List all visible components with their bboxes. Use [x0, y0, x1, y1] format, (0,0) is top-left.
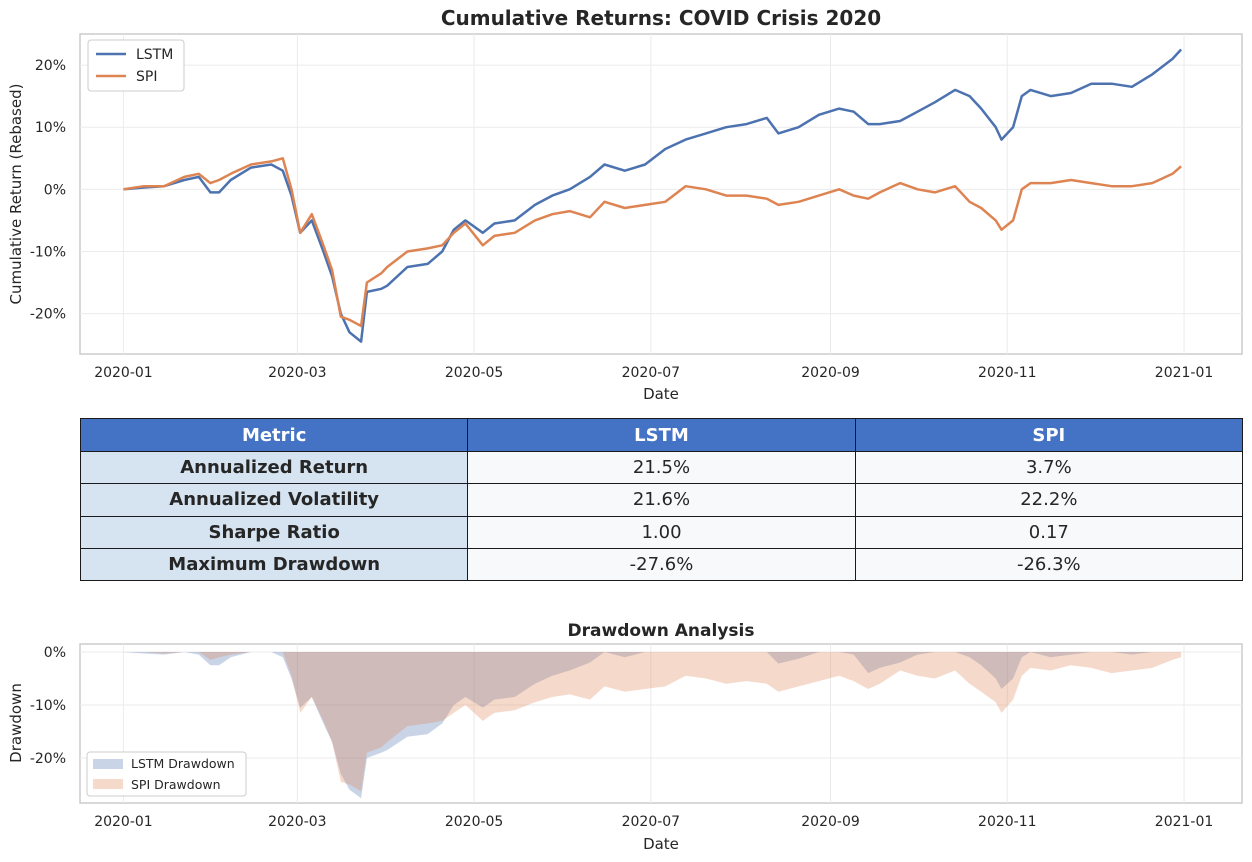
header-lstm: LSTM — [467, 418, 856, 452]
header-spi: SPI — [854, 418, 1244, 452]
table-row: Sharpe Ratio 1.00 0.17 — [79, 515, 1244, 549]
drawdown-areas — [123, 652, 1182, 799]
table-row: Annualized Volatility 21.6% 22.2% — [79, 483, 1244, 517]
drawdown-legend: LSTM Drawdown SPI Drawdown — [86, 751, 247, 797]
y-tick-label: -20% — [30, 751, 66, 767]
x-tick-label: 2021-01 — [1155, 814, 1214, 830]
metrics-table: Metric LSTM SPI Annualized Return 21.5% … — [79, 418, 1244, 582]
x-tick-label: 2021-01 — [1155, 365, 1214, 381]
legend: LSTM SPI — [87, 39, 185, 92]
plot-area — [79, 33, 1243, 355]
metric-name: Sharpe Ratio — [79, 515, 469, 549]
x-axis-ticks: 2020-01 2020-03 2020-05 2020-07 2020-09 2020-… — [94, 365, 1213, 381]
legend-label-lstm: LSTM — [136, 47, 173, 63]
drawdown-x-axis-label: Date — [643, 835, 679, 853]
y-tick-label: 0% — [44, 645, 66, 661]
drawdown-area-spi — [123, 652, 1182, 792]
x-tick-label: 2020-01 — [94, 814, 153, 830]
drawdown-grid — [80, 644, 1242, 803]
x-tick-label: 2020-05 — [445, 814, 504, 830]
metric-name: Maximum Drawdown — [79, 547, 469, 582]
spi-value: 0.17 — [854, 515, 1244, 549]
y-tick-label: 10% — [35, 120, 66, 136]
x-tick-label: 2020-03 — [268, 365, 327, 381]
table-row: Maximum Drawdown -27.6% -26.3% — [79, 547, 1244, 582]
x-tick-label: 2020-05 — [445, 365, 504, 381]
y-tick-label: -10% — [30, 698, 66, 714]
series-line-spi — [123, 157, 1182, 328]
y-tick-label: 0% — [44, 182, 66, 198]
spi-value: -26.3% — [854, 547, 1244, 582]
lstm-value: 1.00 — [467, 515, 856, 549]
x-tick-label: 2020-09 — [801, 365, 860, 381]
drawdown-title: Drawdown Analysis — [568, 621, 755, 641]
drawdown-plot-area — [79, 643, 1243, 804]
drawdown-area-lstm — [123, 652, 1182, 799]
grid — [80, 34, 1242, 354]
table-header-row: Metric LSTM SPI — [79, 418, 1244, 452]
y-axis-label: Cumulative Return (Rebased) — [7, 84, 25, 305]
y-tick-label: -10% — [30, 244, 66, 260]
y-tick-label: 20% — [35, 58, 66, 74]
table-row: Annualized Return 21.5% 3.7% — [79, 450, 1244, 485]
x-tick-label: 2020-09 — [801, 814, 860, 830]
legend-label-spi: SPI — [136, 69, 157, 85]
lstm-value: 21.5% — [467, 450, 856, 485]
header-metric: Metric — [79, 418, 469, 452]
x-tick-label: 2020-01 — [94, 365, 153, 381]
drawdown-x-axis-ticks: 2020-01 2020-03 2020-05 2020-07 2020-09 2020-… — [94, 814, 1213, 830]
y-axis-ticks: -20% -10% 0% 10% 20% — [30, 58, 66, 323]
y-tick-label: -20% — [30, 307, 66, 323]
drawdown-y-axis-ticks: 0% -10% -20% — [30, 645, 66, 767]
drawdown-legend-box — [86, 751, 247, 797]
spi-value: 3.7% — [854, 450, 1244, 485]
cumulative-returns-chart: Cumulative Returns: COVID Crisis 2020 20… — [7, 6, 1243, 400]
spi-value: 22.2% — [854, 483, 1244, 517]
chart-title: Cumulative Returns: COVID Crisis 2020 — [441, 6, 881, 30]
legend-label-lstm-drawdown: LSTM Drawdown — [131, 756, 235, 771]
legend-swatch-spi-drawdown — [93, 779, 123, 789]
x-tick-label: 2020-07 — [622, 814, 681, 830]
metric-name: Annualized Volatility — [79, 483, 469, 517]
legend-swatch-lstm-drawdown — [93, 759, 123, 769]
metric-name: Annualized Return — [79, 450, 469, 485]
x-tick-label: 2020-07 — [622, 365, 681, 381]
x-tick-label: 2020-11 — [978, 814, 1037, 830]
x-tick-label: 2020-03 — [268, 814, 327, 830]
lstm-value: 21.6% — [467, 483, 856, 517]
x-tick-label: 2020-11 — [978, 365, 1037, 381]
legend-label-spi-drawdown: SPI Drawdown — [131, 777, 221, 792]
series-lines — [123, 48, 1183, 343]
lstm-value: -27.6% — [467, 547, 856, 582]
drawdown-y-axis-label: Drawdown — [7, 683, 25, 763]
x-axis-label: Date — [643, 385, 679, 400]
